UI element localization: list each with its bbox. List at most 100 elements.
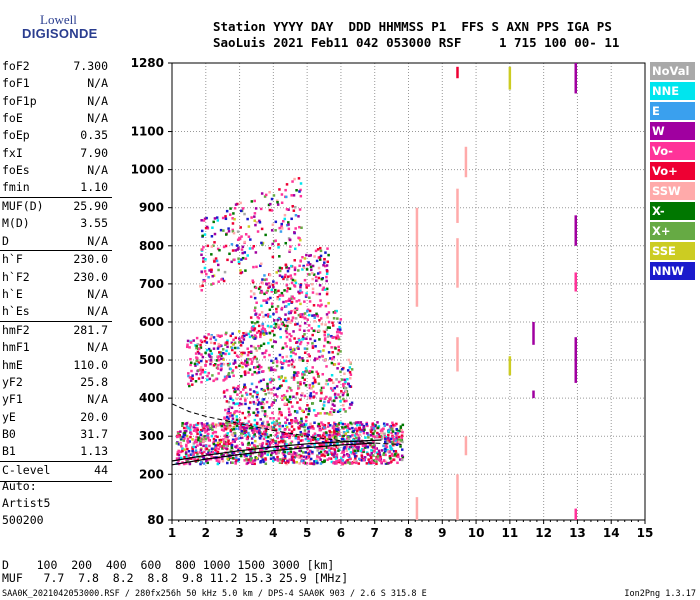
echo-point (257, 329, 261, 333)
echo-point (255, 301, 258, 304)
echo-point (203, 266, 207, 270)
echo-point (309, 254, 313, 257)
echo-point (233, 258, 236, 262)
echo-point (343, 446, 346, 449)
echo-point (230, 433, 234, 436)
echo-point (204, 437, 207, 441)
echo-point (221, 348, 225, 351)
echo-point (297, 427, 301, 430)
echo-point (198, 437, 202, 440)
echo-point (371, 423, 374, 426)
echo-point (251, 431, 255, 434)
echo-point (183, 433, 187, 437)
echo-point (299, 188, 302, 192)
echo-point (399, 425, 403, 428)
echo-point (354, 427, 358, 430)
echo-point (241, 207, 245, 210)
echo-point (355, 433, 359, 436)
echo-point (385, 445, 389, 449)
echo-point (284, 329, 288, 333)
echo-point (384, 444, 388, 448)
echo-point (357, 447, 360, 450)
echo-point (339, 328, 342, 331)
param-value: 1.10 (80, 180, 108, 195)
echo-point (326, 316, 329, 319)
echo-point (311, 425, 314, 428)
echo-point (344, 390, 348, 393)
echo-point (308, 300, 312, 303)
echo-point (308, 425, 311, 429)
echo-point (270, 197, 274, 201)
footer-version: Ion2Png 1.3.17 (624, 589, 696, 599)
echo-point (263, 328, 267, 331)
echo-point (400, 454, 404, 458)
echo-point (319, 399, 322, 402)
echo-point (283, 275, 287, 279)
echo-point (285, 443, 288, 446)
echo-point (299, 342, 302, 346)
echo-point (291, 278, 295, 282)
echo-point (342, 451, 346, 454)
echo-point (279, 327, 282, 331)
echo-point (289, 450, 293, 454)
echo-point (294, 227, 297, 230)
echo-point (248, 460, 251, 464)
echo-point (306, 445, 309, 448)
echo-point (390, 460, 393, 463)
echo-point (323, 446, 326, 449)
echo-point (206, 432, 210, 436)
echo-point (299, 289, 302, 292)
echo-point (293, 420, 297, 423)
echo-point (216, 450, 220, 454)
echo-point (220, 278, 223, 281)
echo-point (358, 433, 362, 437)
echo-point (318, 424, 322, 428)
echo-point (235, 418, 239, 422)
echo-point (189, 363, 192, 367)
echo-point (379, 455, 382, 459)
echo-point (245, 393, 249, 396)
echo-point (356, 423, 359, 427)
echo-point (267, 341, 270, 345)
echo-point (390, 428, 394, 431)
echo-point (231, 417, 235, 420)
echo-point (333, 409, 336, 412)
echo-point (216, 347, 220, 350)
echo-point (277, 289, 280, 293)
echo-point (264, 349, 268, 352)
param-row-fmin: fmin 1.10 (0, 179, 112, 196)
echo-point (199, 346, 203, 349)
echo-point (231, 222, 235, 225)
echo-point (201, 234, 204, 238)
echo-point (301, 373, 304, 376)
echo-point (313, 339, 317, 343)
echo-point (251, 279, 255, 282)
echo-point (272, 285, 275, 289)
echo-point (231, 414, 234, 417)
header-line1: Station YYYY DAY DDD HHMMSS P1 FFS S AXN… (213, 19, 612, 34)
echo-point (314, 249, 318, 253)
echo-point (250, 200, 254, 203)
echo-point (361, 444, 365, 447)
echo-point (326, 458, 329, 461)
echo-point (311, 272, 314, 275)
echo-point (372, 454, 375, 457)
echo-point (206, 422, 209, 425)
echo-point (309, 394, 313, 398)
echo-point (308, 386, 312, 390)
echo-point (234, 336, 238, 340)
echo-point (247, 431, 250, 435)
echo-point (274, 340, 278, 344)
echo-point (259, 454, 263, 458)
echo-point (288, 248, 292, 252)
echo-point (354, 422, 358, 425)
echo-point (353, 452, 356, 456)
echo-point (233, 351, 237, 355)
echo-point (191, 383, 194, 386)
echo-point (294, 446, 297, 449)
echo-point (330, 361, 334, 365)
echo-point (211, 226, 214, 229)
x-tick-label: 8 (404, 526, 412, 540)
echo-point (320, 454, 323, 457)
echo-point (207, 439, 211, 442)
